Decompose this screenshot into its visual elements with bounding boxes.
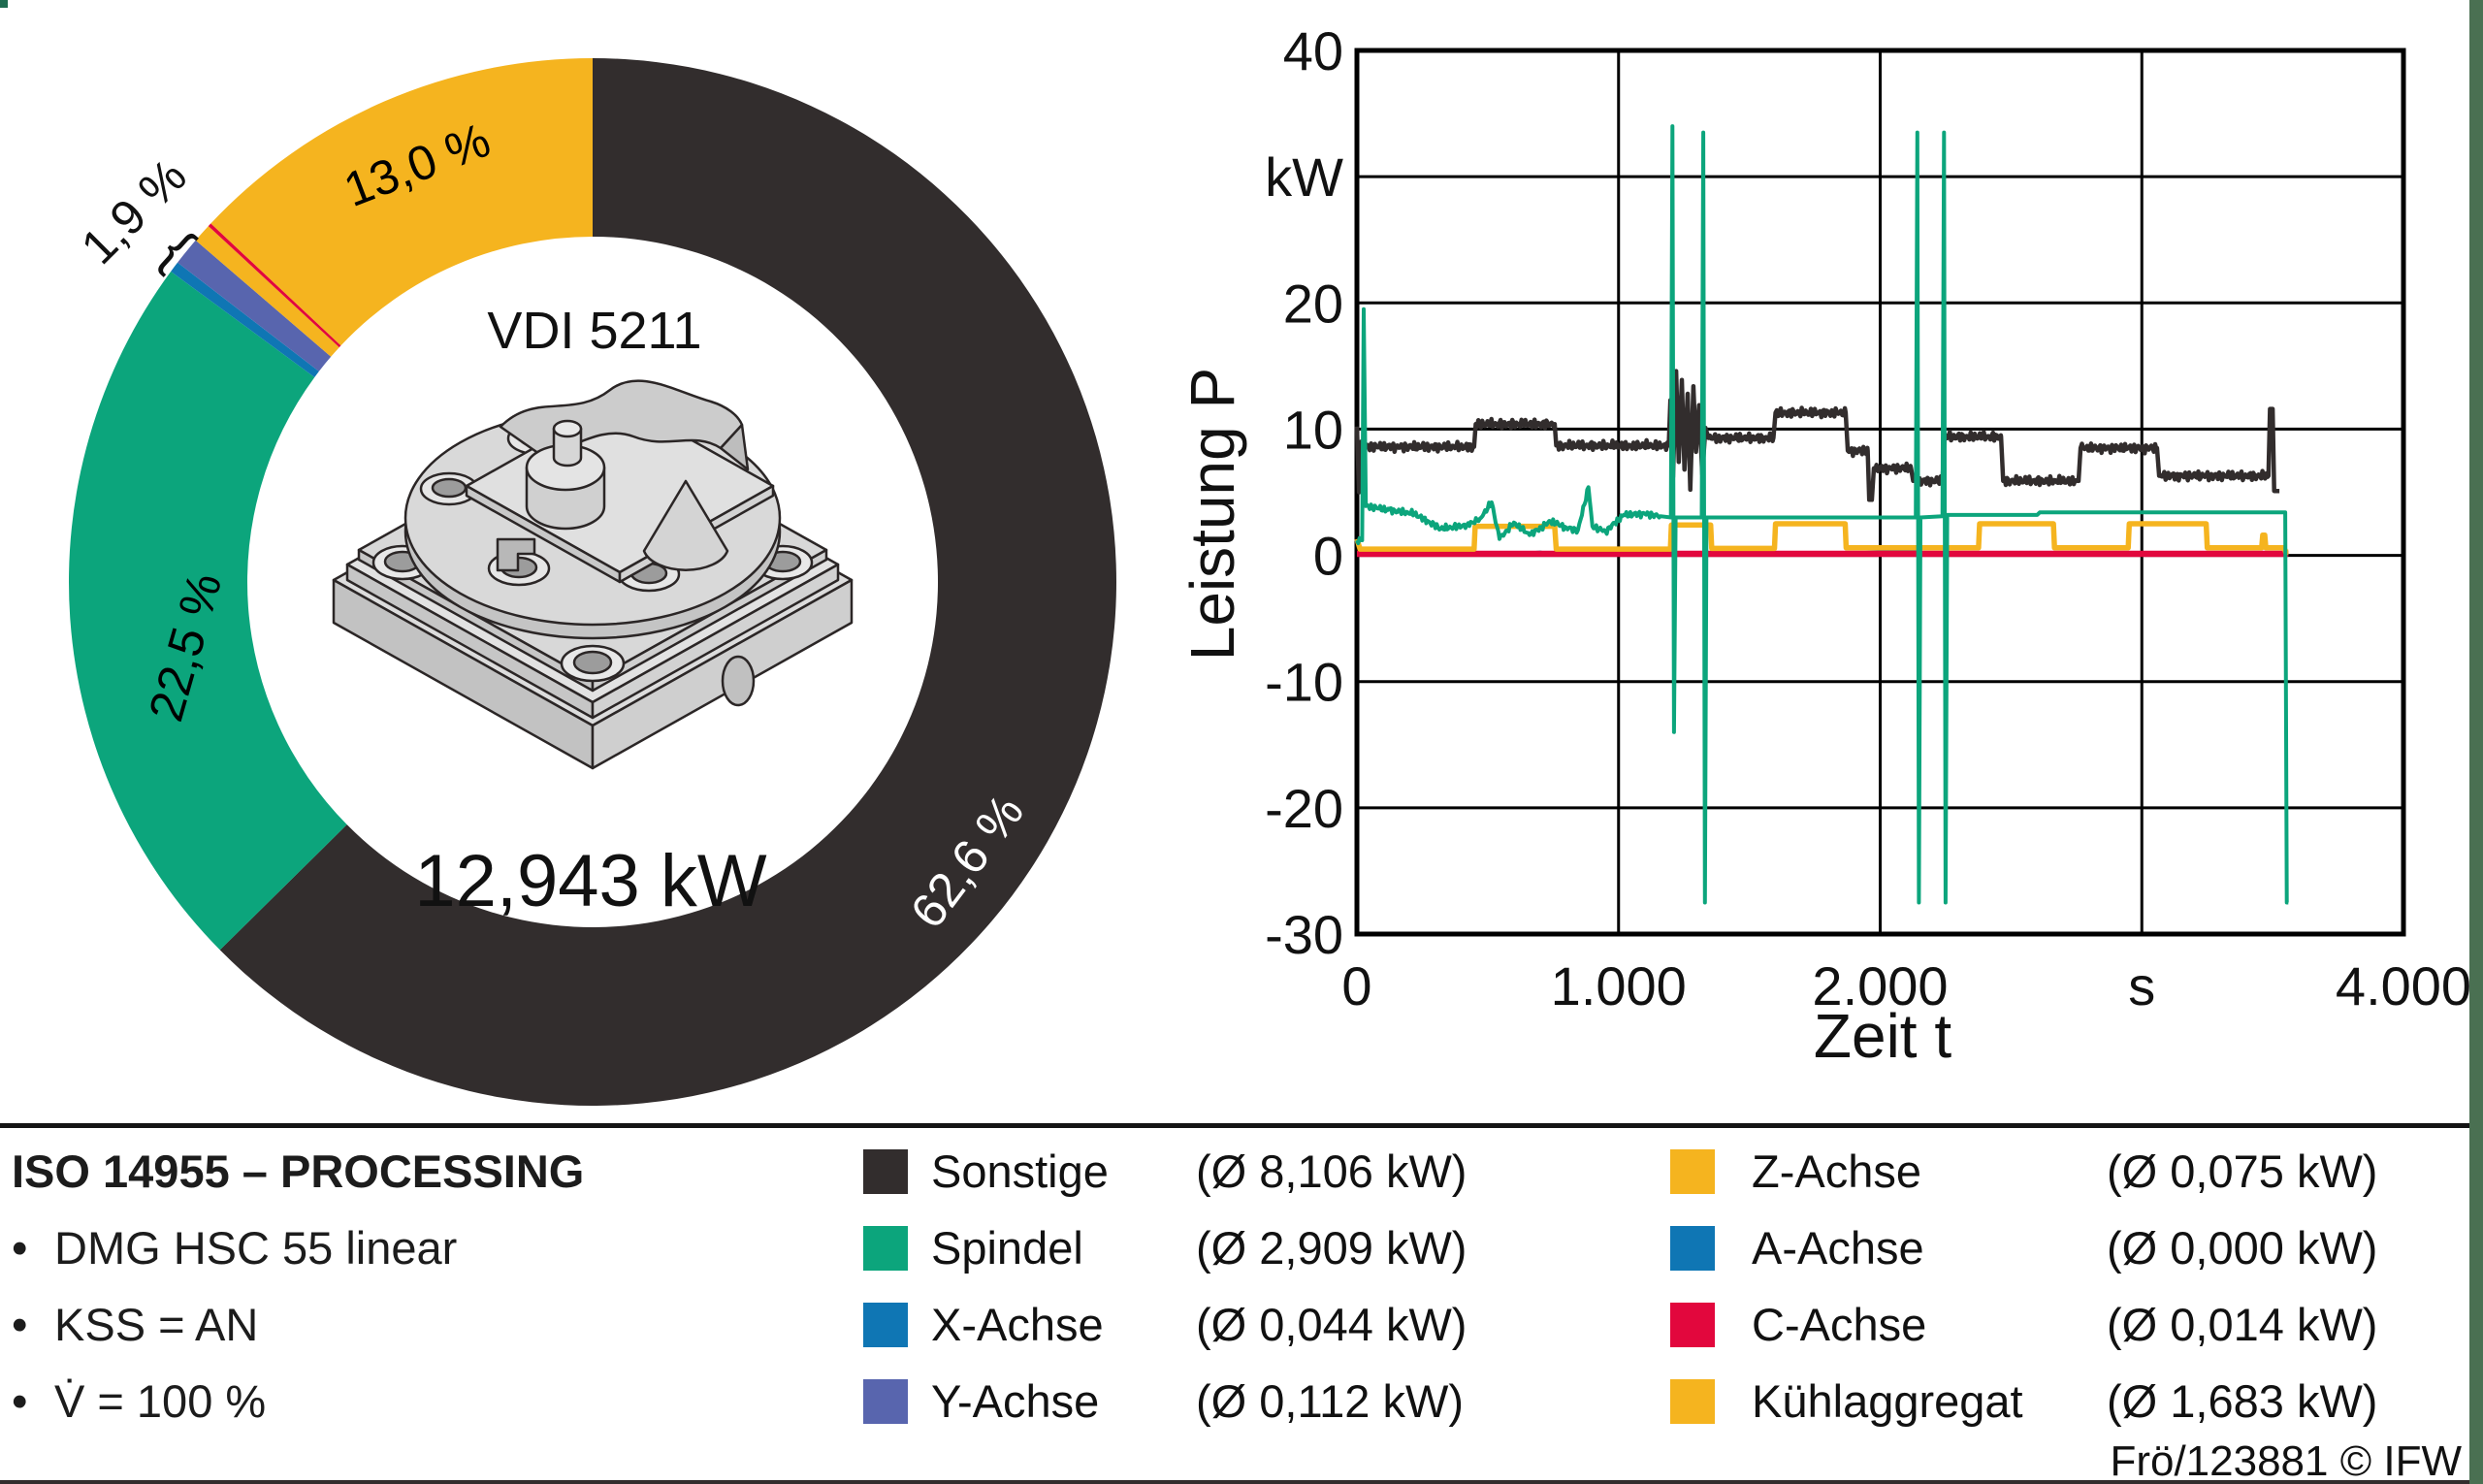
legend-value: (Ø 0,014 kW) (2107, 1299, 2378, 1350)
chart-ytick--30: -30 (1265, 904, 1343, 965)
legend-row-C-Achse: C-Achse (Ø 0,014 kW) (1670, 1286, 2456, 1363)
bullet-icon: • (12, 1375, 28, 1427)
chart-xtick-s: s (2128, 955, 2155, 1016)
chart-ytick-kW: kW (1265, 146, 1343, 208)
legend-swatch-icon (1670, 1378, 1715, 1424)
chart-grid (1354, 48, 2406, 937)
donut-slice-c-achse (208, 223, 341, 348)
legend-column-2: Z-Achse (Ø 0,075 kW) A-Achse (Ø 0,000 kW) C-… (1670, 1133, 2456, 1439)
credit-text: Frö/123881 © IFW (2110, 1437, 2462, 1484)
bottom-border-line (0, 1480, 2483, 1484)
donut-slice-x-achse (171, 262, 319, 377)
donut-slice-z-achse (195, 226, 339, 357)
corner-artifact (0, 0, 8, 8)
legend-label: C-Achse (1752, 1299, 1927, 1350)
donut-slices (69, 58, 1116, 1107)
donut-slice-sonstige (219, 58, 1116, 1107)
info-bullet-1: • DMG HSC 55 linear (12, 1210, 846, 1286)
legend-label: Y-Achse (931, 1375, 1100, 1427)
bullet-icon: • (12, 1222, 28, 1274)
info-panel: ISO 14955 – PROCESSING • DMG HSC 55 line… (12, 1133, 846, 1439)
legend-column-1: Sonstige (Ø 8,106 kW) Spindel (Ø 2,909 kW) X… (863, 1133, 1639, 1439)
chart-xlabel: Zeit t (1814, 1001, 1951, 1071)
legend-swatch-icon (1670, 1148, 1715, 1194)
legend-row-Y-Achse: Y-Achse (Ø 0,112 kW) (863, 1363, 1639, 1439)
info-bullet-3: • V̇ = 100 % (12, 1363, 846, 1439)
legend-label: A-Achse (1752, 1222, 1924, 1274)
legend-value: (Ø 0,075 kW) (2107, 1145, 2378, 1197)
legend-swatch-icon (1670, 1225, 1715, 1271)
chart-series-kuehlaggregat (1354, 521, 2289, 556)
chart-xtick-2.000: 2.000 (1812, 955, 1948, 1016)
chart-xtick-0: 0 (1341, 955, 1371, 1016)
legend-label: Kühlaggregat (1752, 1375, 2023, 1427)
legend-label: Z-Achse (1752, 1145, 1921, 1197)
info-bullet-2: • KSS = AN (12, 1286, 846, 1363)
chart-xtick-1.000: 1.000 (1551, 955, 1687, 1016)
donut-standard-label: VDI 5211 (487, 302, 701, 360)
legend-row-Sonstige: Sonstige (Ø 8,106 kW) (863, 1133, 1639, 1210)
info-bullet-text: DMG HSC 55 linear (54, 1222, 458, 1274)
info-bullet-text: KSS = AN (54, 1299, 259, 1350)
legend-swatch-icon (863, 1225, 908, 1271)
chart-ytick--20: -20 (1265, 778, 1343, 839)
legend-value: (Ø 8,106 kW) (1196, 1145, 1467, 1197)
legend-swatch-icon (863, 1148, 908, 1194)
legend-value: (Ø 0,000 kW) (2107, 1222, 2378, 1274)
chart-ytick-0: 0 (1313, 526, 1343, 587)
donut-chart: 62,6 %22,5 %13,0 % 1,9 % { VDI 5211 12,9… (69, 58, 1116, 1107)
legend-swatch-icon (1670, 1302, 1715, 1347)
chart-ytick-10: 10 (1283, 399, 1343, 460)
legend-label: Spindel (931, 1222, 1083, 1274)
legend-label: X-Achse (931, 1299, 1104, 1350)
legend-section-divider (0, 1123, 2483, 1128)
legend-row-A-Achse: A-Achse (Ø 0,000 kW) (1670, 1210, 2456, 1286)
legend-swatch-icon (863, 1378, 908, 1424)
figure-svg: 62,6 %22,5 %13,0 % 1,9 % { VDI 5211 12,9… (69, 20, 2471, 1107)
chart-xtick-4.000: 4.000 (2336, 955, 2471, 1016)
chart-ytick-20: 20 (1283, 273, 1343, 334)
donut-slice-y-achse (177, 240, 332, 371)
legend-value: (Ø 2,909 kW) (1196, 1222, 1467, 1274)
legend-swatch-icon (863, 1302, 908, 1347)
info-title: ISO 14955 – PROCESSING (12, 1145, 585, 1197)
chart-series-sonstige (1354, 369, 2280, 502)
legend-row-Z-Achse: Z-Achse (Ø 0,075 kW) (1670, 1133, 2456, 1210)
chart-series-spindel (1355, 124, 2289, 905)
workpiece-illustration (332, 379, 854, 770)
chart-series (1354, 124, 2289, 905)
bullet-icon: • (12, 1299, 28, 1350)
chart-ylabel: Leistung P (1177, 368, 1247, 661)
legend-row-X-Achse: X-Achse (Ø 0,044 kW) (863, 1286, 1639, 1363)
donut-slice-kuehlaggregat (210, 58, 593, 346)
legend-row-Kühlaggregat: Kühlaggregat (Ø 1,683 kW) (1670, 1363, 2456, 1439)
legend-row-Spindel: Spindel (Ø 2,909 kW) (863, 1210, 1639, 1286)
legend-value: (Ø 1,683 kW) (2107, 1375, 2378, 1427)
legend-label: Sonstige (931, 1145, 1109, 1197)
chart-ytick--10: -10 (1265, 652, 1343, 713)
donut-slice-spindel (69, 271, 347, 951)
donut-total-label: 12,943 kW (414, 840, 767, 922)
right-border-strip (2469, 0, 2483, 1484)
legend-value: (Ø 0,112 kW) (1196, 1375, 1464, 1427)
legend-value: (Ø 0,044 kW) (1196, 1299, 1467, 1350)
info-bullet-text: V̇ = 100 % (54, 1375, 267, 1427)
chart-ytick-40: 40 (1283, 20, 1343, 81)
